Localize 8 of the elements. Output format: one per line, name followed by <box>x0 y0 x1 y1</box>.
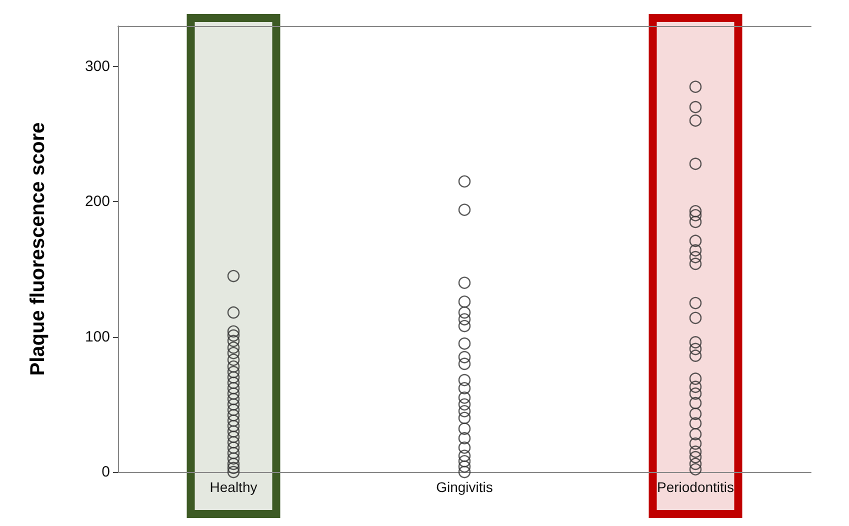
x-tick-label: Healthy <box>210 479 258 495</box>
y-tick-label: 100 <box>84 328 110 346</box>
x-tick-label: Gingivitis <box>436 479 493 495</box>
y-tick-label: 200 <box>84 193 110 210</box>
y-tick-label: 300 <box>84 58 110 76</box>
x-tick-label: Periodontitis <box>656 479 734 495</box>
y-tick-label: 0 <box>102 464 110 480</box>
y-axis-title: Plaque fluorescence score <box>27 122 49 376</box>
